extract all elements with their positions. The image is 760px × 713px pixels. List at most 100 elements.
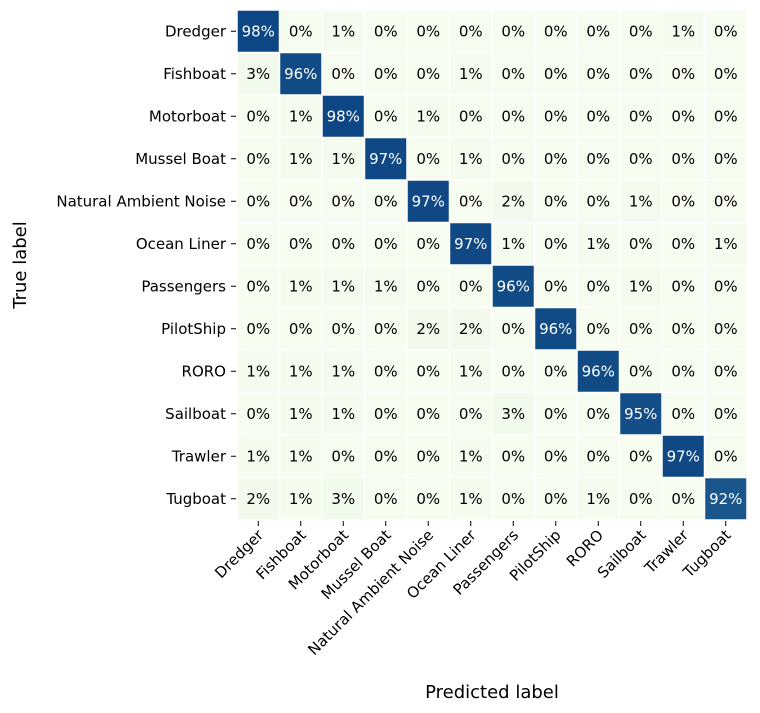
- heatmap-cell: [322, 393, 364, 435]
- heatmap-cell: [492, 435, 534, 477]
- cell-value-label: 0%: [671, 320, 695, 338]
- heatmap-cell: [280, 10, 322, 52]
- cell-value-label: 0%: [416, 65, 440, 83]
- heatmap-cell: [535, 393, 577, 435]
- y-tick-label: Tugboat: [165, 490, 226, 508]
- heatmap-cell: [407, 265, 449, 307]
- heatmap-cell: [705, 223, 747, 265]
- cell-value-label: 0%: [714, 192, 738, 210]
- heatmap-cell: [280, 138, 322, 180]
- cell-value-label: 98%: [242, 22, 275, 40]
- heatmap-cell: [577, 53, 619, 95]
- cell-value-label: 0%: [416, 150, 440, 168]
- cell-value-label: 0%: [544, 277, 568, 295]
- heatmap-cell: [662, 53, 704, 95]
- heatmap-cell: [237, 180, 279, 222]
- heatmap-cell: [407, 10, 449, 52]
- heatmap-cell: [237, 393, 279, 435]
- cell-value-label: 1%: [586, 235, 610, 253]
- cell-value-label: 1%: [714, 235, 738, 253]
- y-tick-label: Passengers: [141, 277, 226, 295]
- heatmap-cell: [535, 308, 577, 350]
- heatmap-cell: [280, 350, 322, 392]
- y-tick-label: Motorboat: [149, 107, 226, 125]
- cell-value-label: 0%: [544, 65, 568, 83]
- heatmap-cell: [620, 53, 662, 95]
- y-tick-label: Sailboat: [165, 405, 226, 423]
- cell-value-label: 0%: [714, 22, 738, 40]
- cell-value-label: 0%: [586, 277, 610, 295]
- cell-value-label: 0%: [416, 490, 440, 508]
- heatmap-cell: [662, 10, 704, 52]
- y-tick-label: PilotShip: [161, 320, 226, 338]
- cell-value-label: 0%: [544, 362, 568, 380]
- heatmap-cell: [662, 265, 704, 307]
- cell-value-label: 3%: [501, 405, 525, 423]
- cell-value-label: 0%: [501, 320, 525, 338]
- cell-value-label: 0%: [374, 65, 398, 83]
- heatmap-cell: [662, 308, 704, 350]
- heatmap-cell: [620, 95, 662, 137]
- cell-value-label: 0%: [671, 65, 695, 83]
- heatmap-cell: [620, 478, 662, 520]
- heatmap-cell: [450, 10, 492, 52]
- cell-value-label: 1%: [289, 490, 313, 508]
- cell-value-label: 1%: [289, 362, 313, 380]
- cell-value-label: 0%: [246, 320, 270, 338]
- heatmap-cell: [705, 393, 747, 435]
- heatmap-cell: [280, 265, 322, 307]
- heatmap-cell: [535, 10, 577, 52]
- cell-value-label: 0%: [289, 235, 313, 253]
- heatmap-cell: [705, 10, 747, 52]
- cell-value-label: 0%: [374, 447, 398, 465]
- heatmap-cell: [535, 138, 577, 180]
- heatmap-cell: [407, 53, 449, 95]
- cell-value-label: 97%: [454, 235, 487, 253]
- heatmap-cell: [450, 53, 492, 95]
- heatmap-cell: [535, 53, 577, 95]
- cell-value-label: 1%: [459, 362, 483, 380]
- heatmap-cell: [322, 10, 364, 52]
- cell-value-label: 1%: [671, 22, 695, 40]
- cell-value-label: 0%: [629, 235, 653, 253]
- cell-value-label: 0%: [501, 22, 525, 40]
- cell-value-label: 0%: [374, 22, 398, 40]
- cell-value-label: 0%: [331, 235, 355, 253]
- cell-value-label: 0%: [246, 405, 270, 423]
- heatmap-cell: [237, 478, 279, 520]
- cell-value-label: 3%: [331, 490, 355, 508]
- y-tick-label: Mussel Boat: [135, 150, 226, 168]
- heatmap-cell: [705, 265, 747, 307]
- heatmap-cell: [365, 138, 407, 180]
- cell-value-label: 1%: [246, 362, 270, 380]
- cell-value-label: 0%: [459, 192, 483, 210]
- y-tick-label: Ocean Liner: [136, 235, 227, 253]
- cell-value-label: 0%: [586, 107, 610, 125]
- heatmap-cell: [365, 308, 407, 350]
- cell-value-label: 0%: [629, 107, 653, 125]
- heatmap-cell: [535, 350, 577, 392]
- heatmap-cell: [450, 180, 492, 222]
- cell-value-label: 0%: [331, 320, 355, 338]
- heatmap-cell: [577, 308, 619, 350]
- heatmap-cell: [280, 308, 322, 350]
- heatmap-cell: [450, 223, 492, 265]
- cell-value-label: 1%: [416, 107, 440, 125]
- cell-value-label: 98%: [327, 107, 360, 125]
- cell-value-label: 0%: [246, 277, 270, 295]
- heatmap-cell: [620, 10, 662, 52]
- cell-value-label: 1%: [459, 65, 483, 83]
- heatmap-cell: [450, 265, 492, 307]
- heatmap-cell: [407, 308, 449, 350]
- cell-value-label: 0%: [416, 447, 440, 465]
- cell-value-label: 0%: [544, 490, 568, 508]
- cell-value-label: 0%: [671, 107, 695, 125]
- heatmap-cell: [662, 223, 704, 265]
- cell-value-label: 0%: [671, 235, 695, 253]
- cell-value-label: 0%: [544, 235, 568, 253]
- heatmap-cells: 98% 0% 1% 0% 0% 0% 0% 0% 0% 0% 1% 0% 3% 96% 0% 0% 0% 1% 0%…: [237, 10, 747, 520]
- heatmap-cell: [492, 95, 534, 137]
- heatmap-cell: [492, 10, 534, 52]
- heatmap-cell: [620, 180, 662, 222]
